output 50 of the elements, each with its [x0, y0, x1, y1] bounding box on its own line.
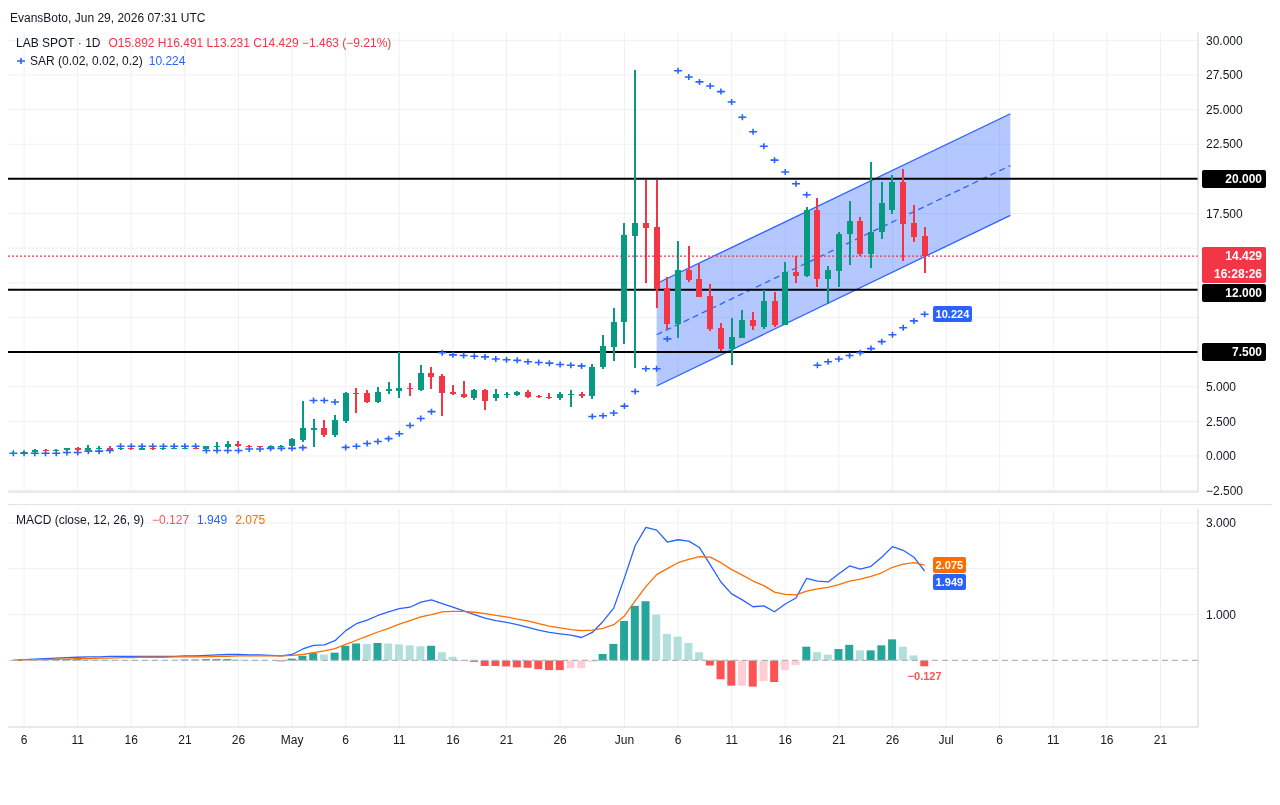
x-tick-label: 6 — [674, 732, 682, 747]
x-tick-label: 26 — [553, 732, 568, 747]
y-tick-label: 3.000 — [1206, 516, 1237, 531]
x-tick-label: 21 — [1153, 732, 1168, 747]
y-tick-label: 1.000 — [1206, 607, 1237, 622]
chart-title: LAB SPOT · 1D — [16, 36, 101, 50]
ref-line-label: 14.429 16:28:26 — [1212, 248, 1262, 284]
text: 1.949 — [197, 513, 228, 527]
x-tick-label: 11 — [1047, 732, 1060, 747]
data-label: 10.224 — [932, 306, 973, 323]
data-label: 2.075 — [932, 557, 967, 574]
x-tick-label: 6 — [996, 732, 1004, 747]
x-tick-label: 16 — [124, 732, 139, 747]
x-tick-label: Jun — [614, 732, 635, 747]
x-tick-label: 26 — [885, 732, 900, 747]
x-tick-label: 6 — [342, 732, 350, 747]
y-tick-label: 30.000 — [1206, 33, 1244, 48]
chart-subtitle: O15.892 H16.491 L13.231 C14.429 −1.463 (−9.21%) — [108, 36, 392, 50]
x-tick-label: 21 — [178, 732, 192, 747]
y-tick-label: 25.000 — [1206, 102, 1244, 117]
x-tick-label: 11 — [71, 732, 85, 747]
legend-label: SAR (0.02, 0.02, 0.2) — [30, 53, 143, 70]
data-label: −0.127 — [906, 669, 943, 685]
y-tick-label: 2.500 — [1206, 414, 1237, 429]
x-tick-label: 6 — [20, 732, 28, 747]
x-tick-label: May — [280, 732, 304, 747]
text: 2.075 — [235, 513, 266, 527]
y-tick-label: 5.000 — [1206, 379, 1237, 394]
x-tick-label: 16 — [1100, 732, 1114, 747]
x-tick-label: 16 — [778, 732, 793, 747]
x-tick-label: 11 — [393, 732, 406, 747]
x-tick-label: 21 — [832, 732, 846, 747]
ref-line-label: 20.000 — [1224, 170, 1262, 188]
chart-title: MACD (close, 12, 26, 9) — [16, 513, 145, 527]
x-tick-label: 11 — [725, 732, 739, 747]
x-tick-label: 21 — [499, 732, 514, 747]
ref-line-label: 12.000 — [1224, 285, 1262, 303]
x-tick-label: 26 — [231, 732, 246, 747]
text: 10.224 — [148, 54, 186, 68]
text: EvansBoto, Jun 29, 2026 07:31 UTC — [9, 10, 207, 27]
y-tick-label: 0.000 — [1206, 449, 1237, 464]
y-tick-label: −2.500 — [1206, 483, 1244, 498]
x-tick-label: Jul — [938, 732, 954, 747]
ref-line-label: 7.500 — [1230, 344, 1262, 362]
data-label: 1.949 — [932, 574, 967, 591]
y-tick-label: 17.500 — [1206, 206, 1244, 221]
text: −0.127 — [152, 513, 190, 527]
y-tick-label: 27.500 — [1206, 68, 1244, 83]
y-tick-label: 22.500 — [1206, 137, 1244, 152]
x-tick-label: 16 — [446, 732, 460, 747]
